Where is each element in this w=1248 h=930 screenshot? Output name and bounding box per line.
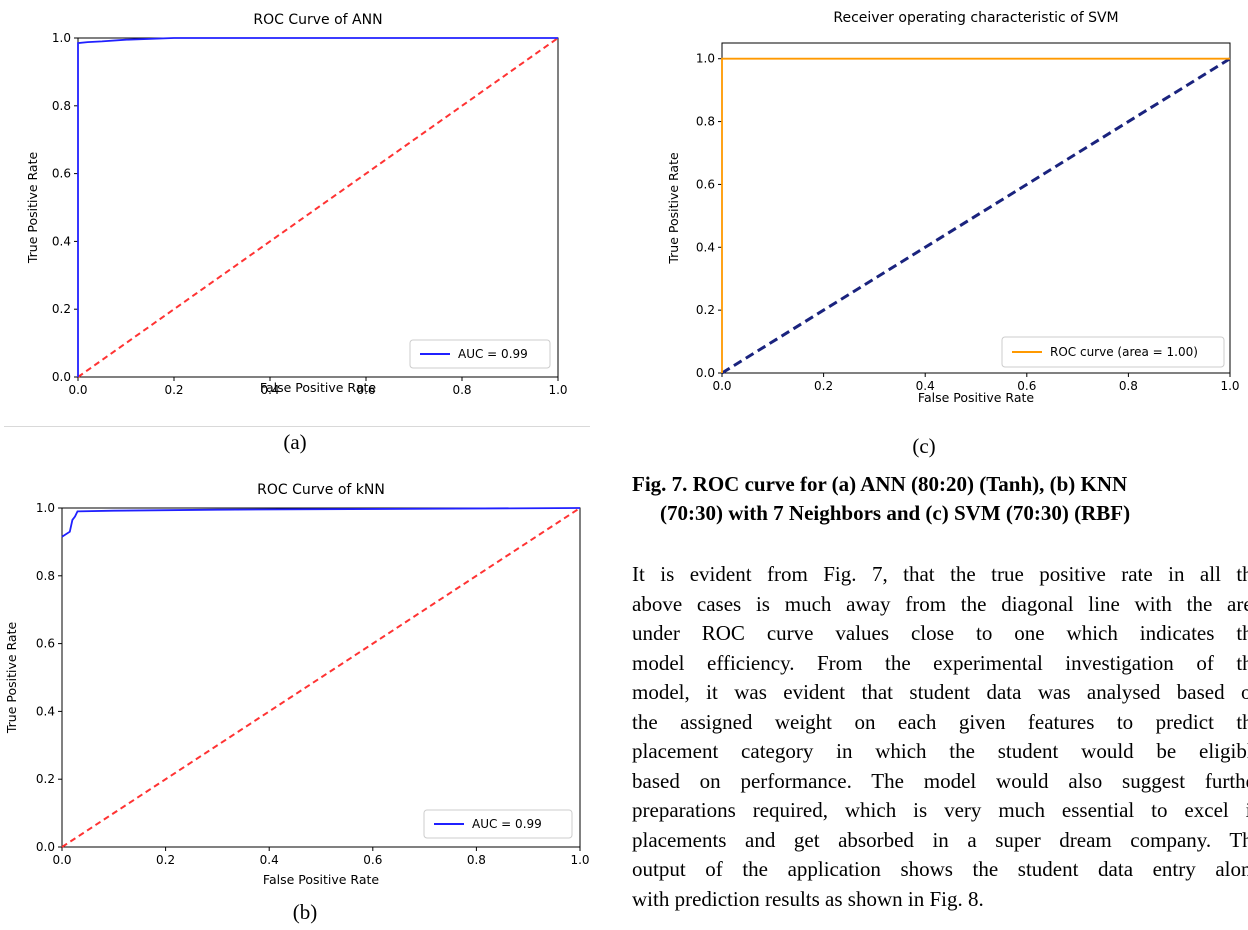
y-axis-label: True Positive Rate (25, 152, 40, 265)
x-tick-label: 0.8 (1119, 379, 1138, 393)
y-tick-label: 0.4 (52, 234, 71, 248)
x-axis-label: False Positive Rate (260, 380, 376, 395)
y-tick-label: 0.0 (36, 840, 55, 854)
x-tick-label: 1.0 (570, 853, 589, 867)
y-tick-label: 0.6 (696, 177, 715, 191)
body-line: with prediction results as shown in Fig.… (632, 885, 1248, 915)
chart-title: Receiver operating characteristic of SVM (833, 10, 1118, 26)
body-line: model, it was evident that student data … (632, 678, 1248, 708)
x-tick-label: 0.8 (452, 383, 471, 397)
y-tick-label: 0.4 (696, 240, 715, 254)
y-tick-label: 0.8 (696, 115, 715, 129)
x-axis-label: False Positive Rate (918, 390, 1034, 405)
x-tick-label: 0.0 (52, 853, 71, 867)
y-tick-label: 0.2 (36, 772, 55, 786)
x-tick-label: 1.0 (1220, 379, 1239, 393)
x-tick-label: 0.2 (164, 383, 183, 397)
body-paragraph: It is evident from Fig. 7, that the true… (632, 560, 1248, 930)
figure-caption-line-2: (70:30) with 7 Neighbors and (c) SVM (70… (632, 499, 1248, 528)
y-tick-label: 0.8 (52, 99, 71, 113)
legend-label: AUC = 0.99 (458, 347, 528, 361)
roc-chart-svm: Receiver operating characteristic of SVM… (640, 0, 1248, 410)
y-tick-label: 1.0 (52, 31, 71, 45)
chart-title: ROC Curve of ANN (253, 12, 382, 28)
chart-panel-b: ROC Curve of kNN 0.0 0.2 0.4 0.6 0.8 1.0 0.0 0.2… (0, 478, 600, 898)
body-line: placements and get absorbed in a super d… (632, 826, 1248, 856)
chart-panel-a: ROC Curve of ANN 0.0 0.2 0.4 0.6 0.8 1.0 0.0 0.2… (0, 0, 590, 400)
y-tick-label: 0.8 (36, 569, 55, 583)
x-tick-label: 0.2 (814, 379, 833, 393)
figure-caption-line-1: Fig. 7. ROC curve for (a) ANN (80:20) (T… (632, 470, 1248, 499)
y-tick-label: 0.6 (52, 167, 71, 181)
x-tick-label: 0.4 (260, 853, 279, 867)
body-line: above cases is much away from the diagon… (632, 590, 1248, 620)
body-line: based on performance. The model would al… (632, 767, 1248, 797)
x-tick-label: 0.8 (467, 853, 486, 867)
y-axis-label: True Positive Rate (666, 152, 681, 265)
subcaption-b: (b) (270, 900, 340, 925)
plot-frame (722, 43, 1230, 373)
legend-label: AUC = 0.99 (472, 817, 542, 831)
body-line: It is evident from Fig. 7, that the true… (632, 560, 1248, 590)
y-tick-label: 0.0 (696, 366, 715, 380)
body-line: placement category in which the student … (632, 737, 1248, 767)
chart-title: ROC Curve of kNN (257, 482, 385, 498)
x-tick-label: 1.0 (548, 383, 567, 397)
body-line: under ROC curve values close to one whic… (632, 619, 1248, 649)
legend-label: ROC curve (area = 1.00) (1050, 345, 1198, 359)
y-tick-label: 0.0 (52, 370, 71, 384)
body-line: model efficiency. From the experimental … (632, 649, 1248, 679)
roc-chart-knn: ROC Curve of kNN 0.0 0.2 0.4 0.6 0.8 1.0 0.0 0.2… (0, 478, 600, 898)
x-tick-label: 0.6 (363, 853, 382, 867)
y-tick-label: 0.2 (52, 302, 71, 316)
y-tick-label: 0.4 (36, 704, 55, 718)
y-tick-label: 0.6 (36, 637, 55, 651)
x-tick-label: 0.0 (68, 383, 87, 397)
chart-panel-c: Receiver operating characteristic of SVM… (640, 0, 1248, 410)
y-tick-label: 1.0 (36, 501, 55, 515)
y-tick-label: 0.2 (696, 303, 715, 317)
roc-chart-ann: ROC Curve of ANN 0.0 0.2 0.4 0.6 0.8 1.0 0.0 0.2… (0, 0, 590, 400)
x-axis-label: False Positive Rate (263, 872, 379, 887)
subcaption-a: (a) (260, 430, 330, 455)
y-axis-label: True Positive Rate (4, 622, 19, 735)
body-line: preparations required, which is very muc… (632, 796, 1248, 826)
divider (4, 426, 590, 427)
x-tick-label: 0.2 (156, 853, 175, 867)
subcaption-c: (c) (889, 434, 959, 459)
x-tick-label: 0.0 (712, 379, 731, 393)
figure-caption: Fig. 7. ROC curve for (a) ANN (80:20) (T… (632, 470, 1248, 528)
body-line: output of the application shows the stud… (632, 855, 1248, 885)
body-line: the assigned weight on each given featur… (632, 708, 1248, 738)
y-tick-label: 1.0 (696, 52, 715, 66)
